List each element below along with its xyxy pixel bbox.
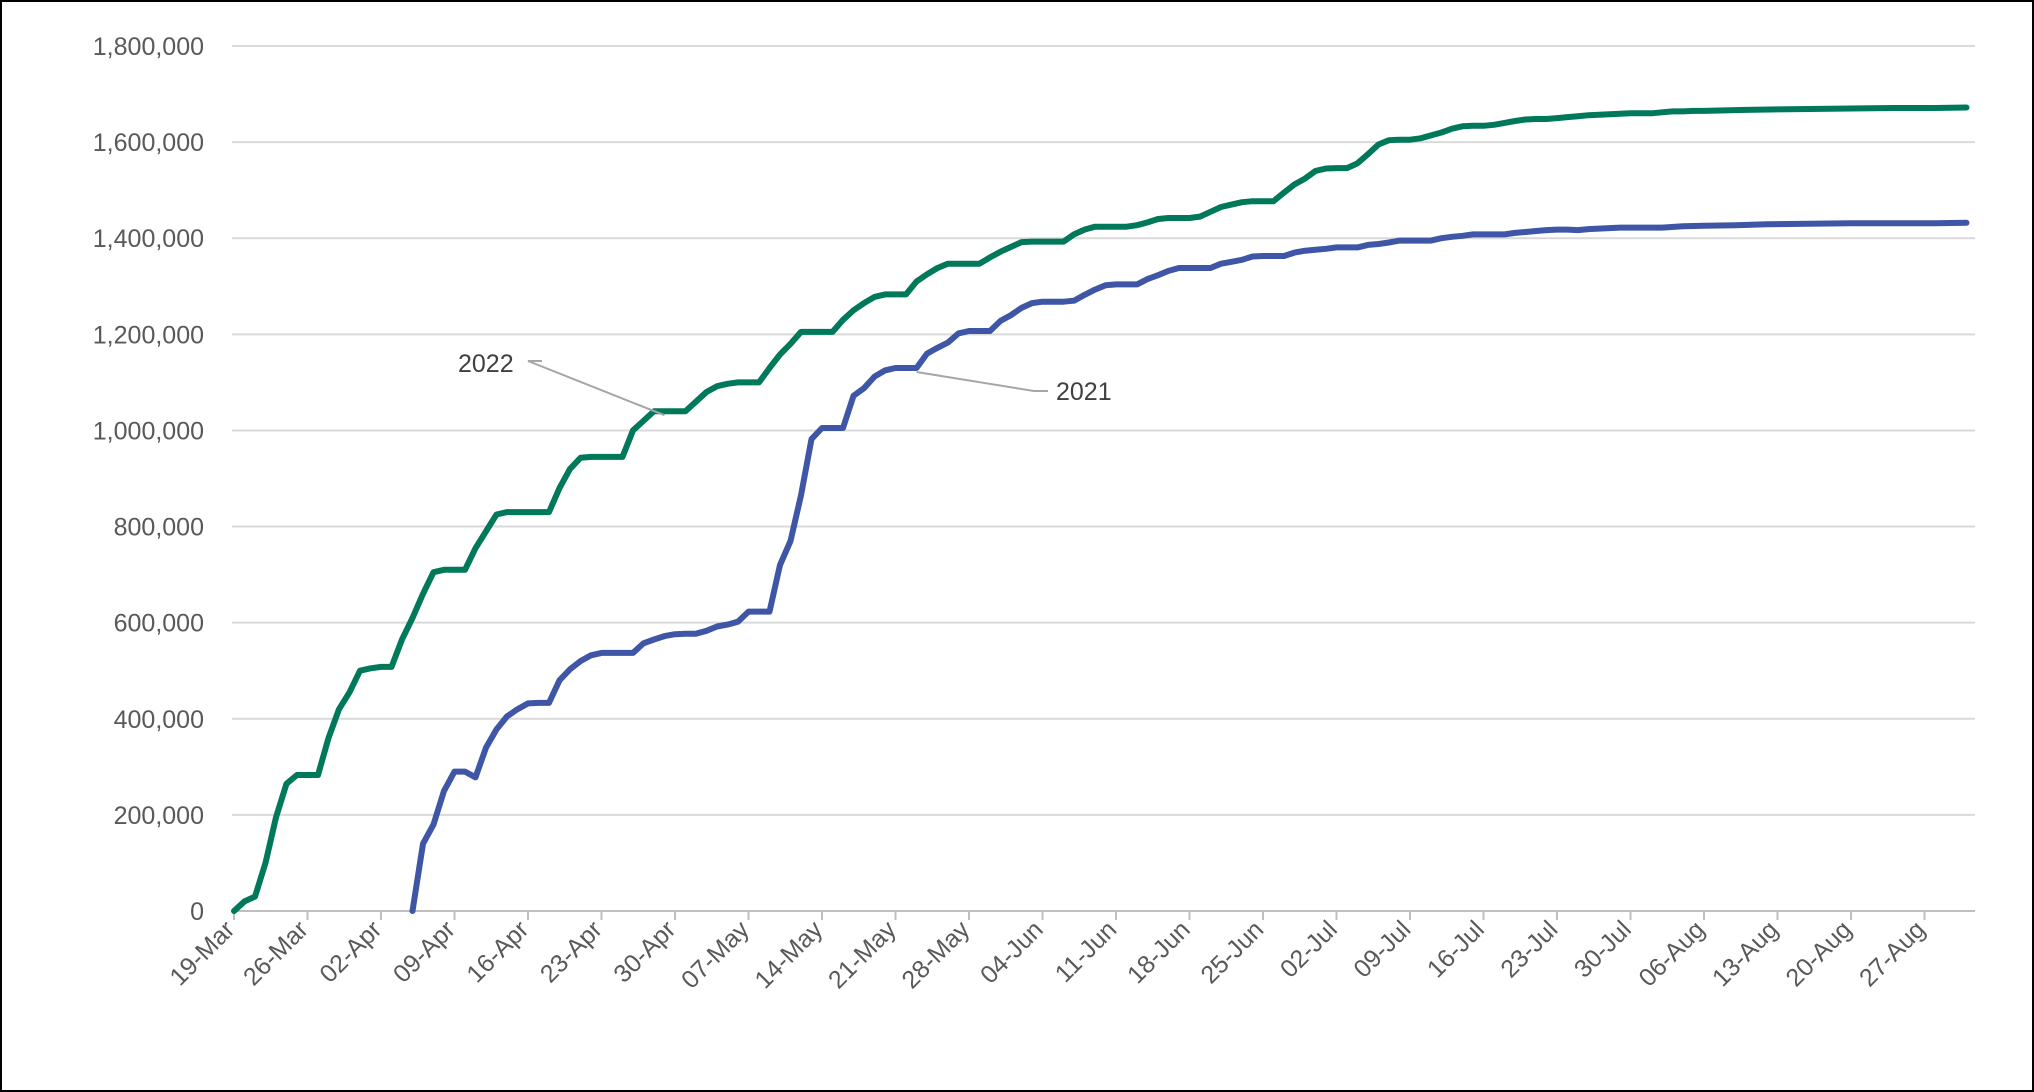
y-tick-label: 200,000	[114, 802, 204, 830]
x-tick-label: 04-Jun	[975, 915, 1049, 989]
y-tick-label: 1,000,000	[93, 417, 204, 445]
y-tick-label: 400,000	[114, 706, 204, 734]
x-tick-label: 25-Jun	[1195, 915, 1269, 989]
x-tick-label: 18-Jun	[1122, 915, 1196, 989]
x-tick-label: 09-Apr	[388, 915, 461, 988]
annotations: 2022 2021	[458, 350, 1112, 417]
x-tick-label: 09-Jul	[1348, 915, 1416, 983]
x-tick-label: 11-Jun	[1050, 915, 1123, 988]
annotation-label-2021: 2021	[1056, 378, 1112, 406]
y-tick-label: 1,600,000	[93, 129, 204, 157]
x-tick-label: 13-Aug	[1707, 915, 1784, 992]
x-tick-label: 16-Apr	[461, 915, 534, 988]
annotation-leader-2022	[527, 360, 665, 417]
x-tick-label: 30-Apr	[608, 915, 681, 988]
series-line-2021	[409, 219, 1970, 914]
x-tick-label: 07-May	[676, 915, 755, 994]
y-tick-label: 0	[190, 898, 204, 926]
x-tick-label: 02-Apr	[314, 915, 387, 988]
y-tick-label: 1,800,000	[93, 33, 204, 61]
y-tick-label: 1,400,000	[93, 225, 204, 253]
x-tick-label: 23-Apr	[535, 915, 608, 988]
x-tick-label: 02-Jul	[1275, 915, 1343, 983]
x-axis	[232, 910, 1975, 920]
x-tick-label: 21-May	[823, 915, 902, 994]
annotation-leader-2021	[916, 370, 1048, 392]
x-tick-label: 30-Jul	[1569, 915, 1637, 983]
series-lines	[231, 104, 1970, 914]
x-tick-label: 23-Jul	[1495, 915, 1563, 983]
series-line-2022	[231, 104, 1970, 914]
x-tick-label: 27-Aug	[1854, 915, 1931, 992]
x-tick-label: 26-Mar	[238, 915, 314, 991]
y-tick-label: 1,200,000	[93, 321, 204, 349]
x-tick-label: 28-May	[896, 915, 975, 994]
gridlines	[232, 45, 1975, 816]
x-tick-label: 19-Mar	[164, 915, 240, 991]
x-tick-label: 20-Aug	[1780, 915, 1857, 992]
x-tick-label: 14-May	[749, 915, 828, 994]
annotation-label-2022: 2022	[458, 350, 514, 378]
x-tick-label: 06-Aug	[1633, 915, 1710, 992]
x-tick-label: 16-Jul	[1422, 915, 1490, 983]
y-tick-label: 800,000	[114, 514, 204, 542]
y-axis-tick-labels: 0 200,000 400,000 600,000 800,000 1,000,000 1,…	[93, 33, 204, 926]
y-tick-label: 600,000	[114, 610, 204, 638]
